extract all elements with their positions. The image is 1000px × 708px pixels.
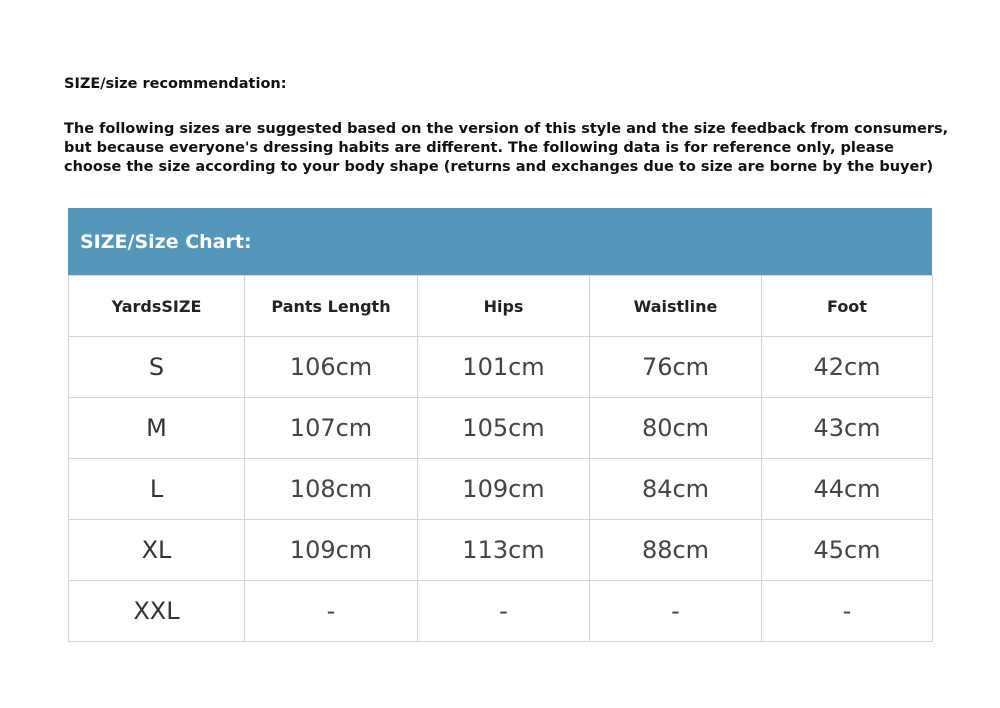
table-row: L 108cm 109cm 84cm 44cm bbox=[68, 458, 933, 520]
table-cell: 84cm bbox=[589, 458, 762, 520]
table-cell: L bbox=[68, 458, 245, 520]
table-cell: XXL bbox=[68, 580, 245, 642]
column-header: Pants Length bbox=[244, 275, 418, 337]
table-cell: 43cm bbox=[761, 397, 933, 459]
table-cell: 107cm bbox=[244, 397, 418, 459]
table-cell: 80cm bbox=[589, 397, 762, 459]
table-cell: - bbox=[761, 580, 933, 642]
table-cell: 109cm bbox=[244, 519, 418, 581]
table-cell: 106cm bbox=[244, 336, 418, 398]
column-header: Waistline bbox=[589, 275, 762, 337]
table-cell: 101cm bbox=[417, 336, 590, 398]
table-cell: 88cm bbox=[589, 519, 762, 581]
table-cell: 45cm bbox=[761, 519, 933, 581]
table-cell: - bbox=[417, 580, 590, 642]
table-cell: 42cm bbox=[761, 336, 933, 398]
table-cell: 108cm bbox=[244, 458, 418, 520]
table-cell: M bbox=[68, 397, 245, 459]
intro-line: but because everyone's dressing habits a… bbox=[64, 140, 894, 156]
table-row: XXL - - - - bbox=[68, 580, 933, 642]
table-cell: 44cm bbox=[761, 458, 933, 520]
table-cell: 105cm bbox=[417, 397, 590, 459]
table-row: S 106cm 101cm 76cm 42cm bbox=[68, 336, 933, 398]
section-title: SIZE/size recommendation: bbox=[64, 76, 287, 92]
table-row: XL 109cm 113cm 88cm 45cm bbox=[68, 519, 933, 581]
size-table: YardsSIZE Pants Length Hips Waistline Foot S 1… bbox=[68, 275, 933, 642]
size-chart: SIZE/Size Chart: YardsSIZE Pants Length Hi… bbox=[68, 208, 933, 642]
column-header: Foot bbox=[761, 275, 933, 337]
intro-text: The following sizes are suggested based … bbox=[64, 120, 954, 177]
table-cell: 76cm bbox=[589, 336, 762, 398]
size-chart-banner: SIZE/Size Chart: bbox=[68, 208, 932, 275]
table-cell: - bbox=[244, 580, 418, 642]
table-cell: XL bbox=[68, 519, 245, 581]
table-cell: S bbox=[68, 336, 245, 398]
table-cell: 113cm bbox=[417, 519, 590, 581]
table-cell: 109cm bbox=[417, 458, 590, 520]
column-header: Hips bbox=[417, 275, 590, 337]
column-header: YardsSIZE bbox=[68, 275, 245, 337]
table-cell: - bbox=[589, 580, 762, 642]
header-row: YardsSIZE Pants Length Hips Waistline Foot bbox=[68, 275, 933, 337]
intro-line: choose the size according to your body s… bbox=[64, 159, 934, 175]
table-row: M 107cm 105cm 80cm 43cm bbox=[68, 397, 933, 459]
intro-line: The following sizes are suggested based … bbox=[64, 121, 949, 137]
